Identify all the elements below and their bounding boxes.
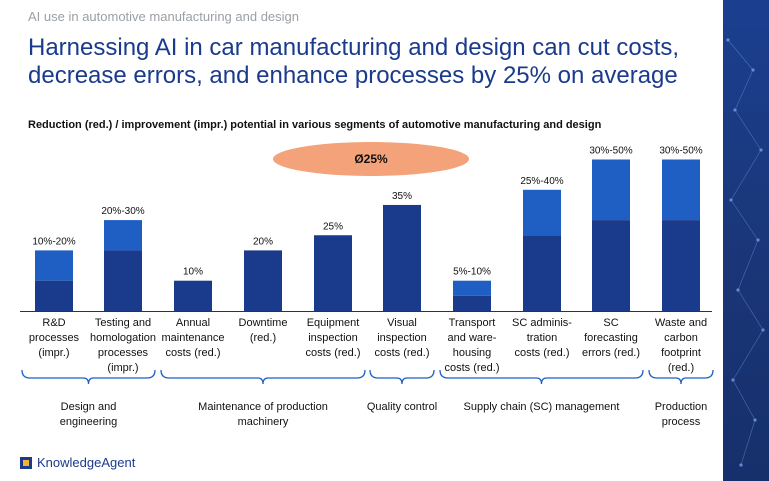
group-bracket [21, 369, 156, 385]
group-label: Quality control [312, 400, 492, 415]
category-label: Annual maintenance costs (red.) [153, 316, 233, 361]
category-label: SC adminis-tration costs (red.) [502, 316, 582, 361]
data-label: 10% [183, 267, 203, 278]
headline-line-1: Harnessing AI in car manufacturing and d… [28, 34, 680, 61]
group-label-line: Quality control [366, 401, 438, 413]
group-bracket [369, 369, 435, 385]
category-label-line: SC [603, 317, 619, 329]
bar-upper-range [523, 189, 561, 236]
chart-title: Reduction (red.) / improvement (impr.) p… [28, 119, 602, 131]
category-label-line: errors (red.) [581, 347, 641, 359]
category-label: Testing and homologation processes (impr.) [83, 316, 163, 376]
logo-icon [20, 456, 32, 469]
headline-line-2: decrease errors, and enhance processes b… [28, 62, 678, 89]
group-bracket [648, 369, 714, 385]
decorative-sidebar [723, 0, 769, 481]
data-label: 20%-30% [101, 206, 144, 217]
category-label: Equipment inspection costs (red.) [293, 316, 373, 361]
group-label-line: Production [654, 401, 708, 413]
bar-upper-range [592, 159, 630, 221]
category-label-line: (red.) [249, 332, 277, 344]
data-label: 10%-20% [32, 236, 75, 247]
bar-base [244, 250, 282, 311]
category-label: R&D processes (impr.) [14, 316, 94, 361]
category-label-line: housing [452, 347, 492, 359]
brand-name: KnowledgeAgent [37, 455, 136, 470]
bar-base [104, 250, 142, 311]
bar-base [523, 235, 561, 311]
category-label-line: (red.) [667, 362, 695, 374]
category-label-line: Equipment [306, 317, 360, 329]
group-label: Supply chain (SC) management [452, 400, 632, 415]
bar-chart: 10%-20% 20%-30% 10% 20% 25% 35% 5%-10% 25%-40% 3… [20, 146, 714, 385]
category-label-line: R&D [42, 317, 66, 329]
category-label-line: costs (red.) [374, 347, 430, 359]
group-label-line: Supply chain (SC) management [463, 401, 620, 413]
group-bracket [439, 369, 644, 385]
bar-upper-range [35, 250, 73, 281]
category-label-line: homologation [89, 332, 157, 344]
category-label: Visual inspection costs (red.) [362, 316, 442, 361]
network-pattern-icon [726, 38, 765, 467]
category-label-line: inspection [308, 332, 358, 344]
group-label-line: machinery [237, 416, 289, 428]
bar-base [35, 280, 73, 311]
category-label-line: footprint [661, 347, 701, 359]
brand-logo: KnowledgeAgent [20, 455, 135, 470]
category-label-line: inspection [377, 332, 427, 344]
data-label: 5%-10% [453, 267, 491, 278]
category-label-line: carbon [664, 332, 698, 344]
group-label-line: process [661, 416, 701, 428]
category-label-line: maintenance [161, 332, 225, 344]
bar-upper-range [662, 159, 700, 221]
bar-upper-range [104, 220, 142, 251]
group-label-line: Maintenance of production [198, 401, 328, 413]
data-label: 30%-50% [659, 146, 702, 157]
category-label-line: costs (red.) [305, 347, 361, 359]
bar-base [592, 220, 630, 311]
category-label-line: Visual [387, 317, 417, 329]
data-label: 35% [392, 191, 412, 202]
category-label-line: costs (red.) [444, 362, 500, 374]
category-label-line: SC adminis- [512, 317, 572, 329]
data-label: 20% [253, 236, 273, 247]
bar-base [453, 295, 491, 311]
group-label: Production process [591, 400, 769, 430]
group-label-line: engineering [59, 416, 118, 428]
data-label: 25%-40% [520, 176, 563, 187]
kicker: AI use in automotive manufacturing and d… [28, 9, 300, 24]
category-label-line: (impr.) [38, 347, 70, 359]
group-label: Maintenance of production machinery [173, 400, 353, 430]
bar-base [383, 204, 421, 311]
category-label: Waste and carbon footprint (red.) [641, 316, 721, 376]
category-label: Downtime (red.) [223, 316, 303, 346]
category-label: SC forecasting errors (red.) [571, 316, 651, 361]
bar-upper-range [453, 280, 491, 296]
bar-base [314, 235, 352, 311]
group-label-line: Design and [60, 401, 117, 413]
bar-base [662, 220, 700, 311]
category-label-line: Testing and [94, 317, 152, 329]
category-label-line: Transport [448, 317, 496, 329]
category-label-line: Waste and [654, 317, 708, 329]
category-label-line: costs (red.) [514, 347, 570, 359]
average-badge: Ø25% [273, 142, 469, 176]
category-label-line: (impr.) [107, 362, 139, 374]
bar-base [174, 280, 212, 311]
category-label: Transport and ware-housing costs (red.) [432, 316, 512, 376]
data-label: 25% [323, 221, 343, 232]
category-label-line: processes [97, 347, 149, 359]
group-bracket [160, 369, 366, 385]
category-label-line: costs (red.) [165, 347, 221, 359]
data-label: 30%-50% [589, 146, 632, 157]
category-label-line: Downtime [238, 317, 288, 329]
headline: Harnessing AI in car manufacturing and d… [28, 34, 708, 90]
category-label-line: processes [28, 332, 80, 344]
category-label-line: Annual [175, 317, 211, 329]
group-label: Design and engineering [0, 400, 179, 430]
category-label-line: forecasting [584, 332, 638, 344]
category-label-line: and ware- [447, 332, 497, 344]
category-label-line: tration [526, 332, 558, 344]
